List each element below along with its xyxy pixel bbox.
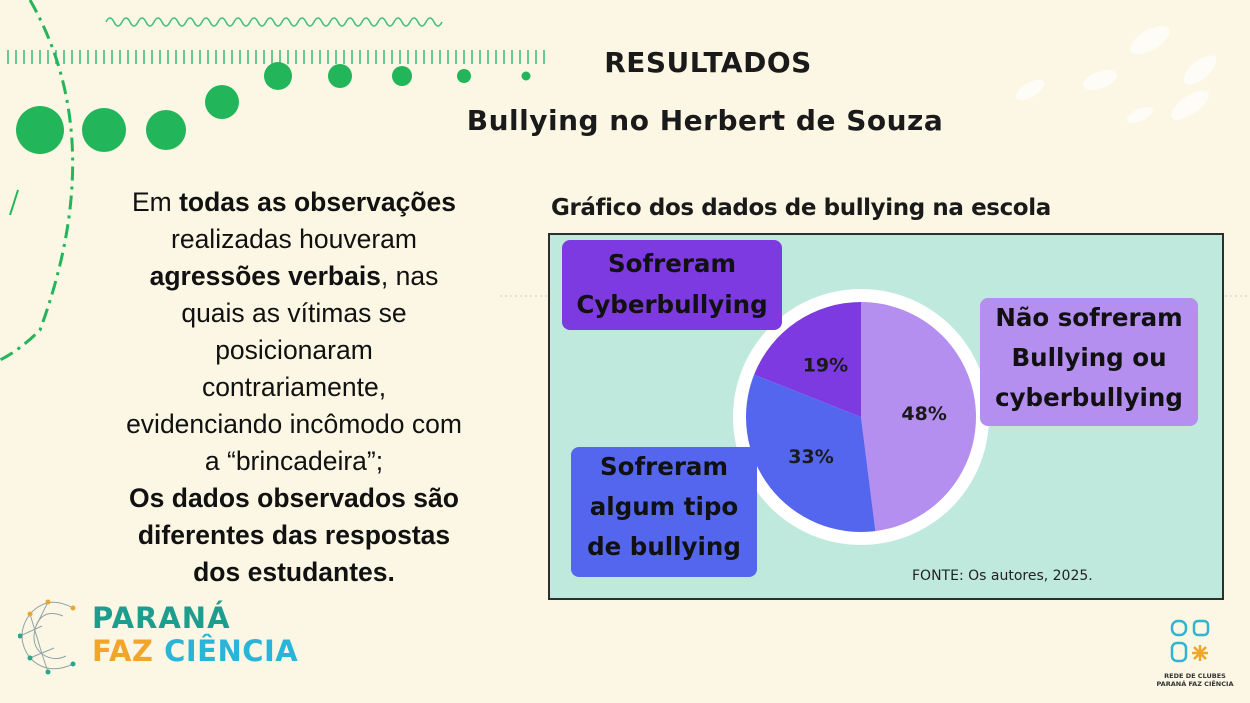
- pie-slice-label: 48%: [901, 403, 946, 425]
- logo-text-faz: FAZ: [92, 634, 154, 668]
- body-line: agressões verbais, nas: [88, 258, 500, 295]
- legend-label-line: Cyberbullying: [576, 290, 768, 319]
- body-line: realizadas houveram: [171, 224, 417, 254]
- pie-slice: [754, 302, 861, 417]
- pie-slice: [861, 302, 977, 532]
- chart-source: FONTE: Os autores, 2025.: [912, 568, 1093, 584]
- logo-text-faz-ciencia: FAZ CIÊNCIA: [92, 634, 298, 668]
- body-bold-span: agressões verbais: [149, 261, 381, 291]
- pie-chart: 48% 33% 19%: [733, 289, 989, 545]
- pie-slice-label: 19%: [803, 355, 848, 377]
- body-bold-span: Os dados observados são: [129, 483, 459, 513]
- wavy-line-decoration: [105, 17, 443, 27]
- body-line: Os dados observados são: [88, 480, 500, 517]
- legend-label-line: cyberbullying: [995, 383, 1183, 412]
- body-line: quais as vítimas se: [181, 298, 407, 328]
- legend-label-line: Bullying ou: [1011, 343, 1167, 372]
- legend-label-line: de bullying: [587, 532, 741, 561]
- logo-text-parana: PARANÁ: [92, 601, 231, 635]
- parana-faz-ciencia-logo-icon: [18, 599, 76, 675]
- page-subtitle: Bullying no Herbert de Souza: [466, 104, 944, 137]
- body-line: a “brincadeira”;: [204, 446, 384, 476]
- body-line: diferentes das respostas: [88, 517, 500, 554]
- body-paragraph: Em todas as observações realizadas houve…: [88, 184, 500, 591]
- pie-slice-label: 33%: [788, 446, 833, 468]
- body-line: dos estudantes.: [88, 554, 500, 591]
- body-line: evidenciando incômodo com: [126, 409, 462, 439]
- page-title: RESULTADOS: [604, 46, 812, 79]
- green-dots-decoration: [16, 62, 531, 154]
- tick-line-decoration: [7, 50, 545, 64]
- faint-leaves-decoration: [1015, 26, 1217, 124]
- rede-logo-line1: REDE DE CLUBES: [1164, 672, 1226, 680]
- body-line: posicionaram: [215, 335, 373, 365]
- body-line: contrariamente,: [201, 372, 387, 402]
- legend-label-cyberbullying: Sofreram Cyberbullying: [562, 240, 782, 330]
- dashed-arc-decoration: [0, 0, 75, 362]
- legend-label-line: Sofreram: [608, 249, 736, 278]
- body-bold-span: dos estudantes.: [193, 557, 395, 587]
- body-line: Em todas as observações: [88, 184, 500, 221]
- body-bold-span: diferentes das respostas: [137, 520, 451, 550]
- legend-label-no-bullying: Não sofreram Bullying ou cyberbullying: [980, 298, 1198, 426]
- legend-label-line: algum tipo: [589, 492, 739, 521]
- body-text-span: Em: [131, 187, 180, 217]
- rede-logo-line2: PARANÁ FAZ CIÊNCIA: [1156, 680, 1234, 688]
- logo-text-ciencia: CIÊNCIA: [164, 634, 299, 668]
- pie-slice: [745, 374, 876, 532]
- body-bold-span: todas as observações: [179, 187, 457, 217]
- chart-title: Gráfico dos dados de bullying na escola: [551, 195, 1051, 221]
- legend-label-line: Não sofreram: [995, 303, 1183, 332]
- legend-label-line: Sofreram: [600, 452, 728, 481]
- rede-clubes-logo-icon: [1170, 619, 1210, 663]
- legend-label-bullying: Sofreram algum tipo de bullying: [571, 447, 757, 577]
- body-text-span: , nas: [380, 261, 439, 291]
